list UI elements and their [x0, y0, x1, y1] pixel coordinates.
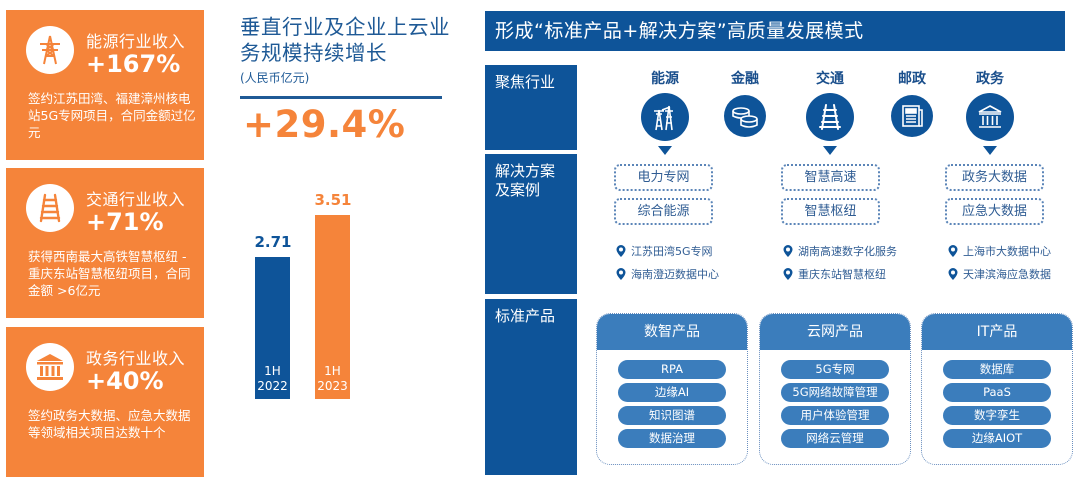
newspaper-icon: [891, 95, 933, 137]
solution-box: 政务大数据: [945, 164, 1044, 191]
bar-1h-2023: 1H 2023: [315, 215, 350, 399]
solution-box: 应急大数据: [945, 198, 1044, 225]
row-label-solutions: 解决方案及案例: [485, 154, 577, 294]
card-title: 交通行业收入: [86, 190, 186, 209]
row-label-industries: 聚焦行业: [485, 65, 577, 150]
card-title: 政务行业收入: [86, 349, 186, 368]
product-item: 边缘AI: [618, 383, 726, 402]
government-building-icon: [966, 93, 1014, 141]
product-item: RPA: [618, 360, 726, 379]
arrow-down-icon: [658, 146, 672, 155]
card-description: 签约政务大数据、应急大数据等领域相关项目达数十个: [28, 408, 191, 440]
product-group-cloud-network: 云网产品 5G专网 5G网络故障管理 用户体验管理 网络云管理: [759, 313, 911, 465]
product-item: 网络云管理: [781, 429, 889, 448]
product-group-digital-intelligence: 数智产品 RPA 边缘AI 知识图谱 数据治理: [596, 313, 748, 465]
product-group-it: IT产品 数据库 PaaS 数字孪生 边缘AIOT: [921, 313, 1073, 465]
product-group-title: 数智产品: [597, 314, 747, 350]
case-item: 海南澄迈数据中心: [616, 266, 719, 282]
solution-box: 电力专网: [614, 164, 713, 191]
solution-box: 综合能源: [614, 198, 713, 225]
government-building-icon: [26, 343, 74, 391]
card-value: +71%: [86, 208, 164, 236]
product-item: 知识图谱: [618, 406, 726, 425]
sector-transport: 交通: [800, 68, 860, 155]
location-pin-icon: [783, 245, 793, 257]
bar-category-label: 1H 2022: [257, 364, 288, 393]
chart-unit: (人民币亿元): [240, 71, 310, 85]
transport-revenue-card: 交通行业收入 +71% 获得西南最大高铁智慧枢纽 - 重庆东站智慧枢纽项目，合同…: [6, 168, 204, 318]
panel-header: 形成“标准产品+解决方案”高质量发展模式: [485, 11, 1065, 51]
product-item: 边缘AIOT: [943, 429, 1051, 448]
bar-value-label: 3.51: [314, 191, 352, 209]
solution-box: 智慧高速: [781, 164, 880, 191]
solution-box: 智慧枢纽: [781, 198, 880, 225]
sector-government: 政务: [960, 68, 1020, 155]
product-item: 5G网络故障管理: [781, 383, 889, 402]
sector-energy: 能源: [635, 68, 695, 155]
sector-postal: 邮政: [882, 68, 942, 137]
arrow-down-icon: [823, 146, 837, 155]
product-item: 数据治理: [618, 429, 726, 448]
location-pin-icon: [948, 245, 958, 257]
railway-track-icon: [806, 93, 854, 141]
card-title: 能源行业收入: [86, 32, 186, 51]
bar-category-label: 1H 2023: [317, 364, 348, 393]
location-pin-icon: [616, 245, 626, 257]
arrow-down-icon: [983, 146, 997, 155]
product-item: PaaS: [943, 383, 1051, 402]
product-group-title: IT产品: [922, 314, 1072, 350]
product-item: 用户体验管理: [781, 406, 889, 425]
location-pin-icon: [616, 268, 626, 280]
case-item: 天津滨海应急数据: [948, 266, 1051, 282]
energy-revenue-card: 能源行业收入 +167% 签约江苏田湾、福建漳州核电站5G专网项目，合同金额过亿…: [6, 10, 204, 160]
bar-1h-2022: 1H 2022: [255, 257, 290, 399]
coins-icon: [724, 95, 766, 137]
railway-track-icon: [26, 184, 74, 232]
chart-title: 垂直行业及企业上云业务规模持续增长: [240, 15, 450, 65]
power-tower-icon: [26, 26, 74, 74]
case-item: 上海市大数据中心: [948, 243, 1051, 259]
location-pin-icon: [783, 268, 793, 280]
case-item: 江苏田湾5G专网: [616, 243, 713, 259]
case-item: 湖南高速数字化服务: [783, 243, 897, 259]
row-label-products: 标准产品: [485, 299, 577, 475]
product-item: 数据库: [943, 360, 1051, 379]
power-tower-icon: [641, 93, 689, 141]
product-item: 数字孪生: [943, 406, 1051, 425]
growth-rate: +29.4%: [243, 103, 406, 146]
case-item: 重庆东站智慧枢纽: [783, 266, 886, 282]
divider: [240, 96, 442, 99]
card-value: +167%: [86, 50, 181, 78]
sector-finance: 金融: [715, 68, 775, 137]
card-value: +40%: [86, 367, 164, 395]
product-item: 5G专网: [781, 360, 889, 379]
government-revenue-card: 政务行业收入 +40% 签约政务大数据、应急大数据等领域相关项目达数十个: [6, 327, 204, 477]
product-group-title: 云网产品: [760, 314, 910, 350]
location-pin-icon: [948, 268, 958, 280]
bar-value-label: 2.71: [254, 233, 292, 251]
card-description: 获得西南最大高铁智慧枢纽 - 重庆东站智慧枢纽项目，合同金额 >6亿元: [28, 249, 191, 298]
card-description: 签约江苏田湾、福建漳州核电站5G专网项目，合同金额过亿元: [28, 91, 196, 140]
